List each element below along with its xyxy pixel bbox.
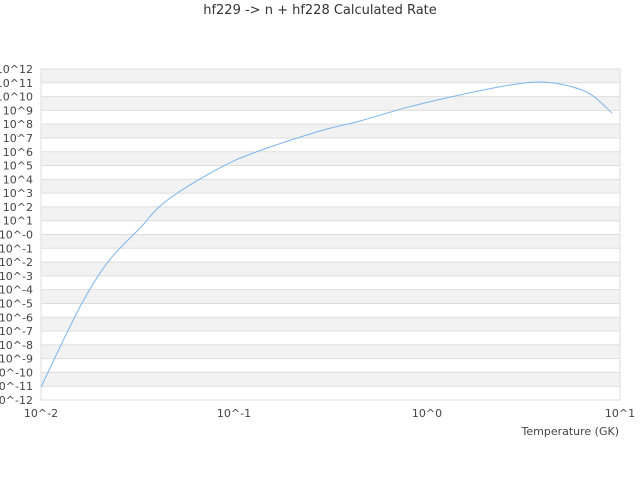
y-tick-label: 10^-4: [0, 284, 33, 297]
y-tick-label: 10^-0: [0, 229, 33, 242]
y-tick-label: 10^-9: [0, 353, 33, 366]
grid-band: [41, 124, 620, 138]
series-line: [40, 81, 613, 388]
x-tick-label: 10^0: [412, 407, 442, 420]
y-tick-label: 10^11: [0, 77, 33, 90]
y-tick-label: 10^-1: [0, 242, 33, 255]
grid-band: [41, 179, 620, 194]
y-tick-label: 10^-2: [0, 256, 33, 269]
y-tick-label: 10^9: [3, 104, 33, 117]
y-tick-label: 10^12: [0, 63, 33, 76]
grid-band: [41, 96, 620, 111]
x-tick-label: 10^-1: [217, 407, 251, 420]
grid-band: [41, 344, 620, 359]
y-tick-label: 10^3: [3, 187, 33, 200]
grid-band: [41, 151, 620, 166]
y-tick-label: 10^1: [3, 215, 33, 228]
y-tick-label: 10^-7: [0, 325, 33, 338]
y-tick-label: 10^-6: [0, 311, 33, 324]
y-tick-label: 10^-3: [0, 270, 33, 283]
y-tick-label: 10^-10: [0, 366, 33, 379]
grid-band: [41, 206, 620, 221]
y-tick-label: 10^8: [3, 118, 33, 131]
y-tick-label: 10^-5: [0, 297, 33, 310]
y-tick-label: 10^7: [3, 132, 33, 145]
grid-band: [41, 317, 620, 332]
grid-band: [41, 372, 620, 387]
y-tick-label: 10^2: [3, 201, 33, 214]
y-tick-label: 10^6: [3, 146, 33, 159]
y-tick-label: 10^4: [3, 173, 33, 186]
x-axis-label: Temperature (GK): [521, 425, 620, 438]
y-tick-label: 10^-12: [0, 394, 33, 407]
grid-band: [41, 289, 620, 304]
plot-frame: [40, 68, 621, 401]
y-tick-label: 10^-11: [0, 380, 33, 393]
chart-title: hf229 -> n + hf228 Calculated Rate: [203, 3, 437, 18]
grid-band: [41, 262, 620, 276]
x-tick-label: 10^1: [605, 407, 635, 420]
y-tick-label: 10^10: [0, 91, 33, 104]
grid-band: [41, 234, 620, 249]
y-tick-label: 10^5: [3, 160, 33, 173]
grid-band: [41, 69, 620, 83]
y-tick-label: 10^-8: [0, 339, 33, 352]
x-tick-label: 10^-2: [24, 407, 58, 420]
